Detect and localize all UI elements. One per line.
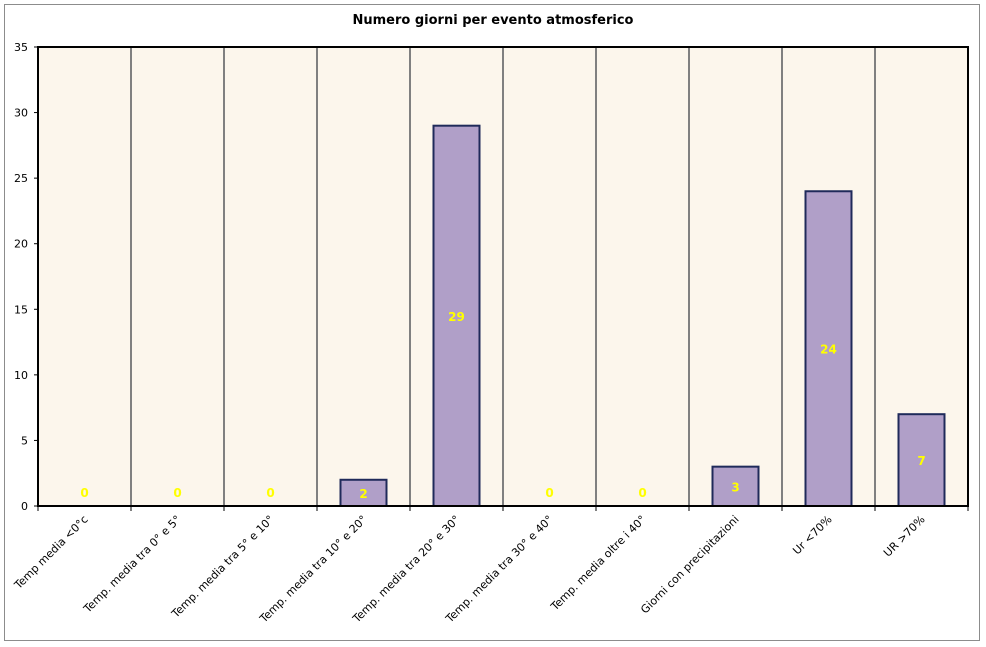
y-tick-label: 35	[14, 41, 28, 54]
y-tick-label: 25	[14, 172, 28, 185]
y-tick-label: 30	[14, 107, 28, 120]
gridlines	[130, 47, 876, 506]
data-labels: 0 0 0 2 29 0 0 3 24 7	[80, 310, 925, 501]
bars	[339, 124, 946, 508]
bar-value-label: 3	[731, 480, 739, 494]
chart-title: Numero giorni per evento atmosferico	[352, 13, 634, 28]
x-tick-label: Temp. media tra 10° e 20°	[257, 513, 370, 626]
bar-value-label: 29	[448, 310, 465, 324]
x-tick-label: Temp. media tra 30° e 40°	[443, 513, 556, 626]
x-tick-label: Temp media <0°c	[11, 513, 90, 592]
x-tick-label: Temp. media tra 5° e 10°	[169, 513, 277, 621]
x-tick-label: Temp. media tra 20° e 30°	[350, 513, 463, 626]
x-tick-label: Giorni con precipitazioni	[638, 513, 741, 616]
bar	[897, 413, 946, 508]
bar-value-label: 0	[173, 486, 181, 500]
bar	[804, 190, 853, 507]
bar-value-label: 0	[80, 486, 88, 500]
bar-value-label: 0	[638, 486, 646, 500]
x-tick-label: UR >70%	[881, 513, 928, 560]
y-tick-label: 0	[21, 500, 28, 513]
y-tick-label: 10	[14, 369, 28, 382]
bar-value-label: 2	[359, 487, 367, 501]
bar-value-label: 0	[266, 486, 274, 500]
bar	[339, 478, 388, 507]
bar	[432, 124, 481, 508]
y-axis: 0 5 10 15 20 25 30 35	[14, 41, 39, 513]
x-tick-label: Temp. media oltre i 40°	[548, 513, 649, 614]
x-tick-label: Ur <70%	[790, 513, 834, 557]
y-tick-label: 15	[14, 303, 28, 316]
x-tick-label: Temp. media tra 0° e 5°	[80, 513, 183, 616]
bar	[711, 465, 760, 507]
y-tick-label: 20	[14, 238, 28, 251]
plot-border	[37, 46, 969, 507]
bar-value-label: 0	[545, 486, 553, 500]
bar-value-label: 7	[917, 454, 925, 468]
bar-value-label: 24	[820, 343, 837, 357]
y-tick-label: 5	[21, 434, 28, 447]
